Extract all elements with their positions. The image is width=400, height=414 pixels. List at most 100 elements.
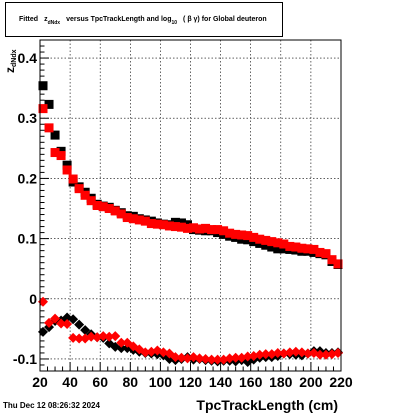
data-point-square <box>219 226 229 236</box>
data-point-square <box>261 240 271 250</box>
data-point-diamond <box>80 325 91 336</box>
data-point-diamond <box>224 353 235 364</box>
data-point-square <box>44 123 54 133</box>
data-point-square <box>201 223 211 233</box>
data-points <box>38 81 343 367</box>
data-point-diamond <box>260 349 271 360</box>
data-point-square <box>164 221 174 231</box>
data-point-square <box>267 242 277 252</box>
data-point-square <box>74 184 84 194</box>
data-point-diamond <box>254 349 265 360</box>
x-tick-label: 80 <box>123 374 139 390</box>
data-point-square <box>243 231 253 241</box>
data-point-square <box>80 190 90 200</box>
title-prefix: Fitted <box>19 16 39 23</box>
data-point-diamond <box>68 332 79 343</box>
title-middle: versus TpcTrackLength and log <box>66 16 172 23</box>
data-point-square <box>152 219 162 229</box>
data-point-diamond <box>116 337 127 348</box>
data-point-diamond <box>62 319 73 330</box>
data-point-square <box>267 237 277 247</box>
y-axis-label-sub: dNdx <box>11 49 18 68</box>
x-tick-label: 60 <box>92 374 108 390</box>
data-point-square <box>38 104 48 114</box>
data-point-square <box>315 247 325 257</box>
data-point-square <box>309 244 319 254</box>
data-point-diamond <box>332 347 343 358</box>
x-tick-label: 180 <box>269 374 293 390</box>
x-tick-label: 40 <box>62 374 78 390</box>
x-tick-label: 100 <box>149 374 173 390</box>
y-tick-label: 0 <box>29 291 37 307</box>
data-point-diamond <box>170 352 181 363</box>
data-point-square <box>213 225 223 235</box>
x-tick-label: 160 <box>239 374 263 390</box>
data-point-diamond <box>140 347 151 358</box>
data-point-square <box>207 225 217 235</box>
data-point-diamond <box>116 343 127 354</box>
data-point-diamond <box>110 331 121 342</box>
data-point-square <box>110 206 120 216</box>
data-point-diamond <box>314 349 325 360</box>
x-tick-label: 200 <box>299 374 323 390</box>
data-point-diamond <box>104 331 115 342</box>
data-point-square <box>140 216 150 226</box>
data-point-square <box>134 215 144 225</box>
data-point-square <box>333 259 343 269</box>
data-point-square <box>327 255 337 265</box>
footer-timestamp: Thu Dec 12 08:26:32 2024 <box>3 401 100 410</box>
data-point-diamond <box>194 353 205 364</box>
data-point-square <box>128 214 138 224</box>
data-point-square <box>158 220 168 230</box>
data-point-square <box>255 234 265 244</box>
data-point-square <box>249 232 259 242</box>
data-point-square <box>237 230 247 240</box>
y-tick-label: 0.2 <box>18 170 38 186</box>
data-point-square <box>170 222 180 232</box>
data-point-diamond <box>272 347 283 358</box>
data-point-diamond <box>176 352 187 363</box>
plot-frame <box>39 39 342 372</box>
grid <box>40 40 341 371</box>
data-point-diamond <box>302 348 313 359</box>
data-point-square <box>285 241 295 251</box>
data-point-diamond <box>320 349 331 360</box>
y-tick-label: 0.3 <box>18 110 38 126</box>
title-symbol-sub: dNdx <box>47 20 61 26</box>
data-point-diamond <box>44 317 55 328</box>
axis-ticks: 20 40 60 80 100 120 140 160 180 200 220 -0.1 0 0.1 0.2… <box>13 39 353 390</box>
data-point-diamond <box>290 346 301 357</box>
data-point-diamond <box>98 331 109 342</box>
title-tail: ( β γ) for Global deuteron <box>183 16 267 23</box>
data-point-square <box>273 238 283 248</box>
data-point-diamond <box>38 326 49 337</box>
chart-title: Fitted zdNdx versus TpcTrackLength and log… <box>19 16 267 26</box>
data-point-diamond <box>68 314 79 325</box>
data-point-square <box>195 224 205 234</box>
data-point-square <box>56 151 66 161</box>
data-point-diamond <box>212 354 223 365</box>
data-point-square <box>92 201 102 210</box>
y-tick-label: -0.1 <box>13 351 37 367</box>
data-point-square <box>116 209 126 219</box>
data-point-square <box>68 174 78 184</box>
data-point-square <box>279 239 289 249</box>
title-log-sub: 10 <box>171 20 178 26</box>
data-point-square <box>176 222 186 232</box>
data-point-square <box>44 99 54 109</box>
data-point-square <box>50 148 60 158</box>
data-point-diamond <box>38 296 49 307</box>
data-point-square <box>225 228 235 238</box>
y-axis-label: zdNdx <box>3 49 18 74</box>
data-point-square <box>321 249 331 259</box>
x-tick-label: 20 <box>32 374 48 390</box>
data-point-square <box>98 202 108 212</box>
x-axis-label: TpcTrackLength (cm) <box>196 397 338 413</box>
y-tick-label: 0.1 <box>18 231 38 247</box>
data-point-diamond <box>242 351 253 362</box>
data-point-diamond <box>230 352 241 363</box>
data-point-diamond <box>86 331 97 342</box>
data-point-square <box>291 242 301 252</box>
data-point-square <box>273 244 283 254</box>
